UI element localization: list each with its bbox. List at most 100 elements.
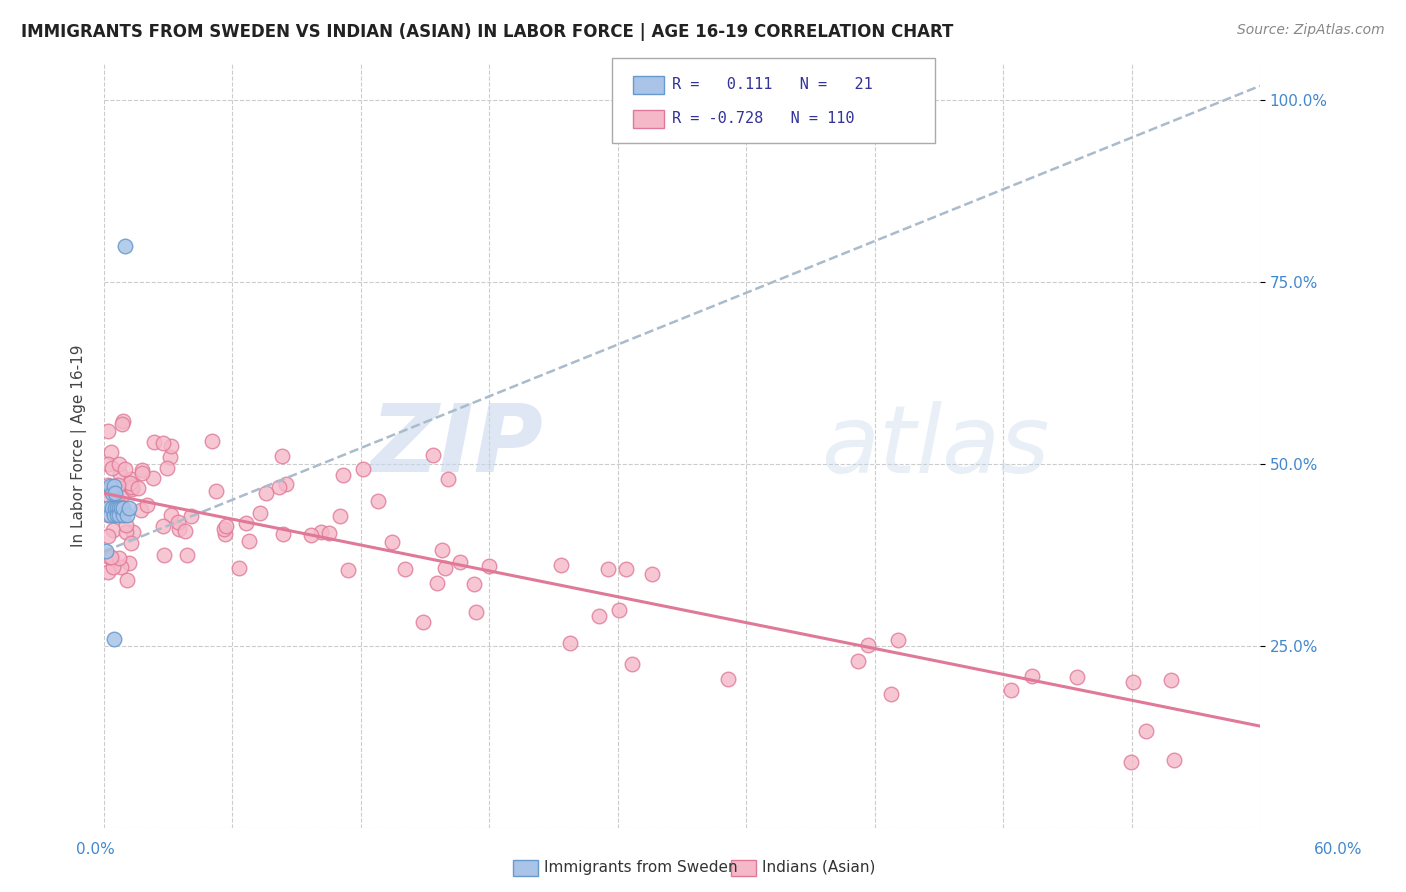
Point [1122,674,1144,689]
Point [103,508,125,522]
Point [104,500,127,515]
Point [100,550,122,565]
Point [173,524,195,538]
Point [101,559,124,574]
Point [97,488,120,502]
Point [108,467,131,481]
Point [100,445,122,459]
Point [103,524,125,538]
Point [212,522,235,536]
Point [105,492,128,507]
Point [105,508,128,522]
Point [121,482,143,496]
Point [142,471,165,485]
Point [103,479,125,493]
Point [97,457,120,471]
Point [846,654,869,668]
Point [160,440,183,454]
Point [97,424,120,438]
Point [422,448,444,462]
Point [166,515,188,529]
Point [114,239,136,253]
Point [153,548,176,562]
Text: IMMIGRANTS FROM SWEDEN VS INDIAN (ASIAN) IN LABOR FORCE | AGE 16-19 CORRELATION : IMMIGRANTS FROM SWEDEN VS INDIAN (ASIAN)… [21,23,953,41]
Point [641,566,664,581]
Point [120,480,142,494]
Point [1000,683,1022,698]
Point [135,498,157,512]
Point [337,563,360,577]
Point [131,463,153,477]
Point [609,602,631,616]
Point [176,549,198,563]
Text: 60.0%: 60.0% [1315,842,1362,856]
Point [152,436,174,450]
Point [180,509,202,524]
Point [367,494,389,508]
Point [115,508,138,522]
Point [98,479,121,493]
Point [111,417,134,431]
Point [463,577,485,591]
Point [120,476,142,491]
Point [159,450,181,464]
Point [105,500,128,515]
Point [100,481,122,495]
Point [152,519,174,533]
Point [108,508,131,522]
Text: Source: ZipAtlas.com: Source: ZipAtlas.com [1237,23,1385,37]
Point [160,508,183,523]
Point [94,544,117,558]
Point [104,486,127,500]
Point [235,516,257,530]
Point [98,508,121,522]
Text: R =   0.111   N =   21: R = 0.111 N = 21 [672,78,873,92]
Point [214,518,236,533]
Point [478,558,501,573]
Point [1160,673,1182,687]
Point [112,500,135,515]
Point [1021,668,1043,682]
Point [270,449,292,463]
Point [114,462,136,476]
Point [108,500,131,515]
Point [98,550,121,565]
Point [167,522,190,536]
Point [329,509,352,524]
Text: 0.0%: 0.0% [76,842,115,856]
Point [110,490,132,504]
Point [204,483,226,498]
Point [117,556,139,570]
Point [111,414,134,428]
Point [100,486,122,500]
Point [249,506,271,520]
Point [117,573,139,587]
Point [550,558,572,573]
Point [1066,670,1088,684]
Text: atlas: atlas [821,401,1049,491]
Point [97,508,120,522]
Point [120,472,142,486]
Point [107,478,129,492]
Point [238,534,260,549]
Point [101,460,124,475]
Point [1135,724,1157,739]
Point [228,560,250,574]
Point [271,527,294,541]
Point [97,529,120,543]
Point [381,535,404,549]
Point [596,561,619,575]
Point [299,528,322,542]
Point [717,672,740,686]
Point [108,458,131,472]
Point [120,536,142,550]
Point [115,518,138,533]
Point [122,525,145,540]
Point [879,687,901,701]
Point [449,555,471,569]
Point [121,480,143,494]
Point [309,525,332,540]
Point [110,559,132,574]
Text: Immigrants from Sweden: Immigrants from Sweden [544,860,738,874]
Point [111,500,134,515]
